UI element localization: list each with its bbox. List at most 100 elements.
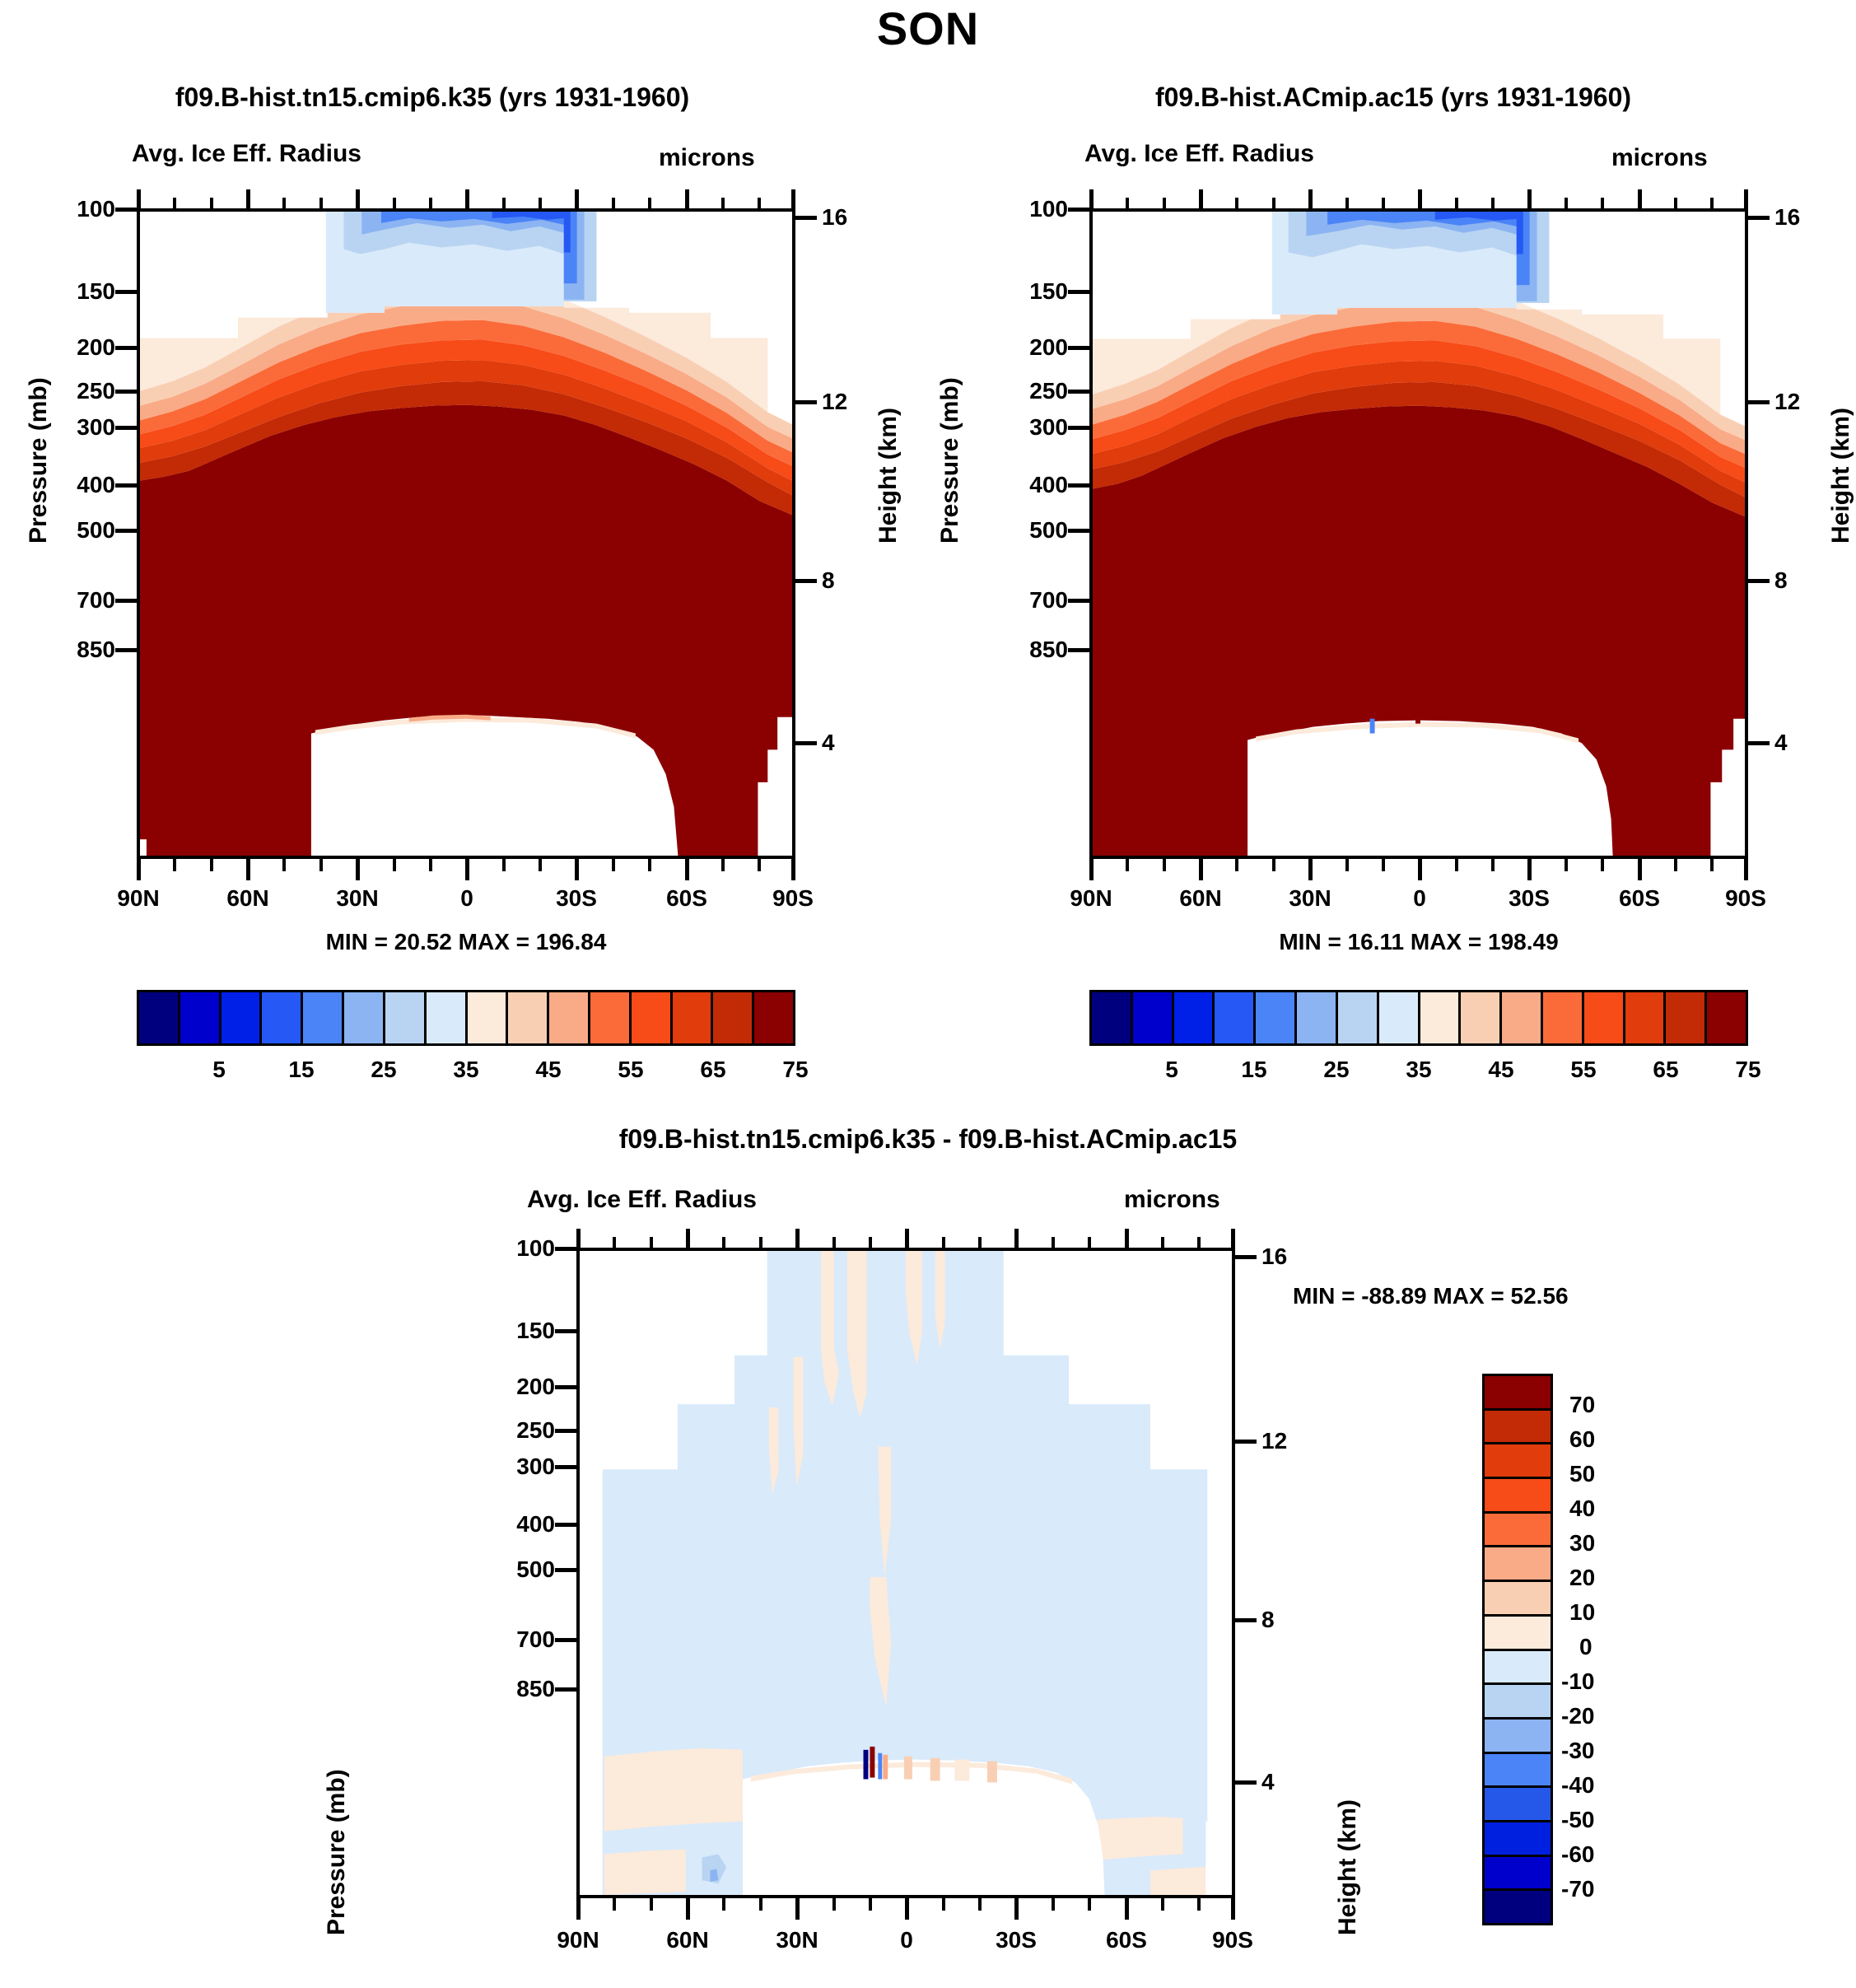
colorbar-swatch <box>1485 1650 1551 1686</box>
xtick-30S: 30S <box>556 885 597 911</box>
panel-bottom-diff-top-ticks <box>576 1229 1235 1248</box>
cbar-label: 40 <box>1569 1496 1596 1521</box>
colorbar-swatch <box>1092 992 1133 1043</box>
ytick-850: 850 <box>516 1676 555 1701</box>
colorbar-swatch <box>1542 992 1584 1043</box>
xtick-0: 0 <box>460 885 473 911</box>
panel-bottom-diff-plot <box>576 1248 1235 1898</box>
panel-top-right-minmax: MIN = 16.11 MAX = 198.49 <box>1279 929 1559 954</box>
xtick-90S: 90S <box>772 885 814 911</box>
xtick-60S: 60S <box>1106 1927 1147 1953</box>
panel-bottom-diff-minmax: MIN = -88.89 MAX = 52.56 <box>1293 1283 1569 1309</box>
cbar-label: 65 <box>1653 1057 1679 1082</box>
ytick-150: 150 <box>516 1318 555 1343</box>
cbar-label: 10 <box>1569 1599 1596 1625</box>
ytick-850: 850 <box>77 637 115 662</box>
xtick-30S: 30S <box>996 1927 1037 1953</box>
cbar-label: -20 <box>1561 1703 1595 1729</box>
colorbar-swatch <box>1461 992 1503 1043</box>
cbar-label: -60 <box>1561 1841 1595 1867</box>
colorbar-swatch <box>1485 1788 1551 1822</box>
xtick-0: 0 <box>1413 885 1426 911</box>
colorbar-swatch <box>631 992 673 1043</box>
colorbar-swatch <box>180 992 222 1043</box>
panel-top-left-minmax: MIN = 20.52 MAX = 196.84 <box>325 929 607 954</box>
colorbar-swatch <box>1297 992 1338 1043</box>
cbar-label: 20 <box>1569 1565 1596 1590</box>
ytick-200: 200 <box>516 1374 555 1399</box>
panel-top-right: f09.B-hist.ACmip.ac15 (yrs 1931-1960) Av… <box>928 0 1856 1104</box>
panel-bottom-diff-bottom-ticks <box>576 1898 1235 1920</box>
colorbar-swatch <box>467 992 509 1043</box>
colorbar-top-right-labels: 5 15 25 35 45 55 65 75 <box>1089 1057 1760 1090</box>
colorbar-top-right[interactable] <box>1089 990 1748 1046</box>
cbar-label: 5 <box>212 1057 226 1082</box>
panel-bottom-diff-y2axis-label: Height (km) <box>1334 1799 1361 1935</box>
colorbar-swatch <box>1485 1376 1551 1411</box>
colorbar-swatch <box>508 992 550 1043</box>
xtick-60S: 60S <box>1619 885 1660 911</box>
panel-top-left-title: f09.B-hist.tn15.cmip6.k35 (yrs 1931-1960… <box>175 82 690 112</box>
panel-top-left-xaxis-labels: 90N 60N 30N 0 30S 60S 90S <box>117 885 814 918</box>
xtick-90N: 90N <box>557 1927 599 1953</box>
panel-top-left: f09.B-hist.tn15.cmip6.k35 (yrs 1931-1960… <box>0 0 928 1104</box>
cbar-label: 45 <box>535 1057 562 1082</box>
colorbar-swatch <box>1485 1616 1551 1651</box>
colorbar-swatch <box>1583 992 1625 1043</box>
panel-top-right-subtitle: Avg. Ice Eff. Radius <box>1084 140 1314 167</box>
xtick-60S: 60S <box>666 885 707 911</box>
colorbar-swatch <box>221 992 263 1043</box>
panel-bottom-diff-edge-mask <box>580 1251 1232 1895</box>
colorbar-swatch <box>1337 992 1379 1043</box>
ytick-400: 400 <box>77 472 115 497</box>
panel-top-left-yaxis-label: Pressure (mb) <box>25 377 52 544</box>
colorbar-swatch <box>1485 1479 1551 1514</box>
colorbar-swatch <box>1485 1547 1551 1583</box>
xtick-60N: 60N <box>226 885 269 911</box>
colorbar-swatch <box>1132 992 1174 1043</box>
cbar-label: 60 <box>1569 1426 1596 1452</box>
cbar-label: 35 <box>1406 1057 1432 1082</box>
panel-top-right-units: microns <box>1611 144 1708 171</box>
colorbar-swatch <box>1420 992 1462 1043</box>
ytick-300: 300 <box>516 1454 555 1479</box>
cbar-label: 15 <box>1241 1057 1267 1082</box>
colorbar-swatch <box>549 992 590 1043</box>
panel-bottom-diff: f09.B-hist.tn15.cmip6.k35 - f09.B-hist.A… <box>0 1104 1856 1988</box>
panel-bottom-diff-units: microns <box>1124 1186 1220 1213</box>
cbar-label: 55 <box>618 1057 644 1082</box>
cbar-label: -50 <box>1561 1807 1595 1832</box>
cbar-label: 75 <box>1735 1057 1761 1082</box>
ytick-300: 300 <box>1029 414 1068 440</box>
panel-bottom-diff-subtitle: Avg. Ice Eff. Radius <box>527 1186 757 1213</box>
ytick-700: 700 <box>77 587 115 613</box>
y2tick-12: 12 <box>1261 1428 1288 1454</box>
colorbar-top-left[interactable] <box>137 990 795 1046</box>
panel-top-right-bottom-ticks <box>1089 859 1748 880</box>
panel-top-right-title: f09.B-hist.ACmip.ac15 (yrs 1931-1960) <box>1154 82 1632 112</box>
colorbar-swatch <box>344 992 385 1043</box>
y2tick-16: 16 <box>1261 1244 1288 1269</box>
cbar-label: 45 <box>1488 1057 1514 1082</box>
colorbar-swatch <box>1378 992 1420 1043</box>
ytick-400: 400 <box>516 1511 555 1537</box>
cbar-label: -30 <box>1561 1738 1595 1763</box>
panel-bottom-diff-xaxis-labels: 90N 60N 30N 0 30S 60S 90S <box>557 1927 1253 1960</box>
colorbar-swatch <box>1485 1444 1551 1480</box>
cbar-label: 70 <box>1569 1392 1596 1417</box>
cbar-label: -70 <box>1561 1876 1595 1902</box>
xtick-0: 0 <box>900 1927 913 1953</box>
xtick-90S: 90S <box>1212 1927 1253 1953</box>
colorbar-swatch <box>1485 1856 1551 1892</box>
colorbar-swatch <box>1485 1719 1551 1754</box>
xtick-90N: 90N <box>117 885 160 911</box>
colorbar-bottom-diff[interactable] <box>1482 1374 1553 1925</box>
ytick-500: 500 <box>516 1556 555 1582</box>
colorbar-swatch <box>426 992 468 1043</box>
colorbar-swatch <box>590 992 632 1043</box>
panel-top-right-contours <box>1093 212 1745 856</box>
xtick-90S: 90S <box>1725 885 1766 911</box>
ytick-700: 700 <box>516 1626 555 1652</box>
y2tick-16: 16 <box>1774 204 1801 230</box>
cbar-label: 50 <box>1569 1461 1596 1486</box>
